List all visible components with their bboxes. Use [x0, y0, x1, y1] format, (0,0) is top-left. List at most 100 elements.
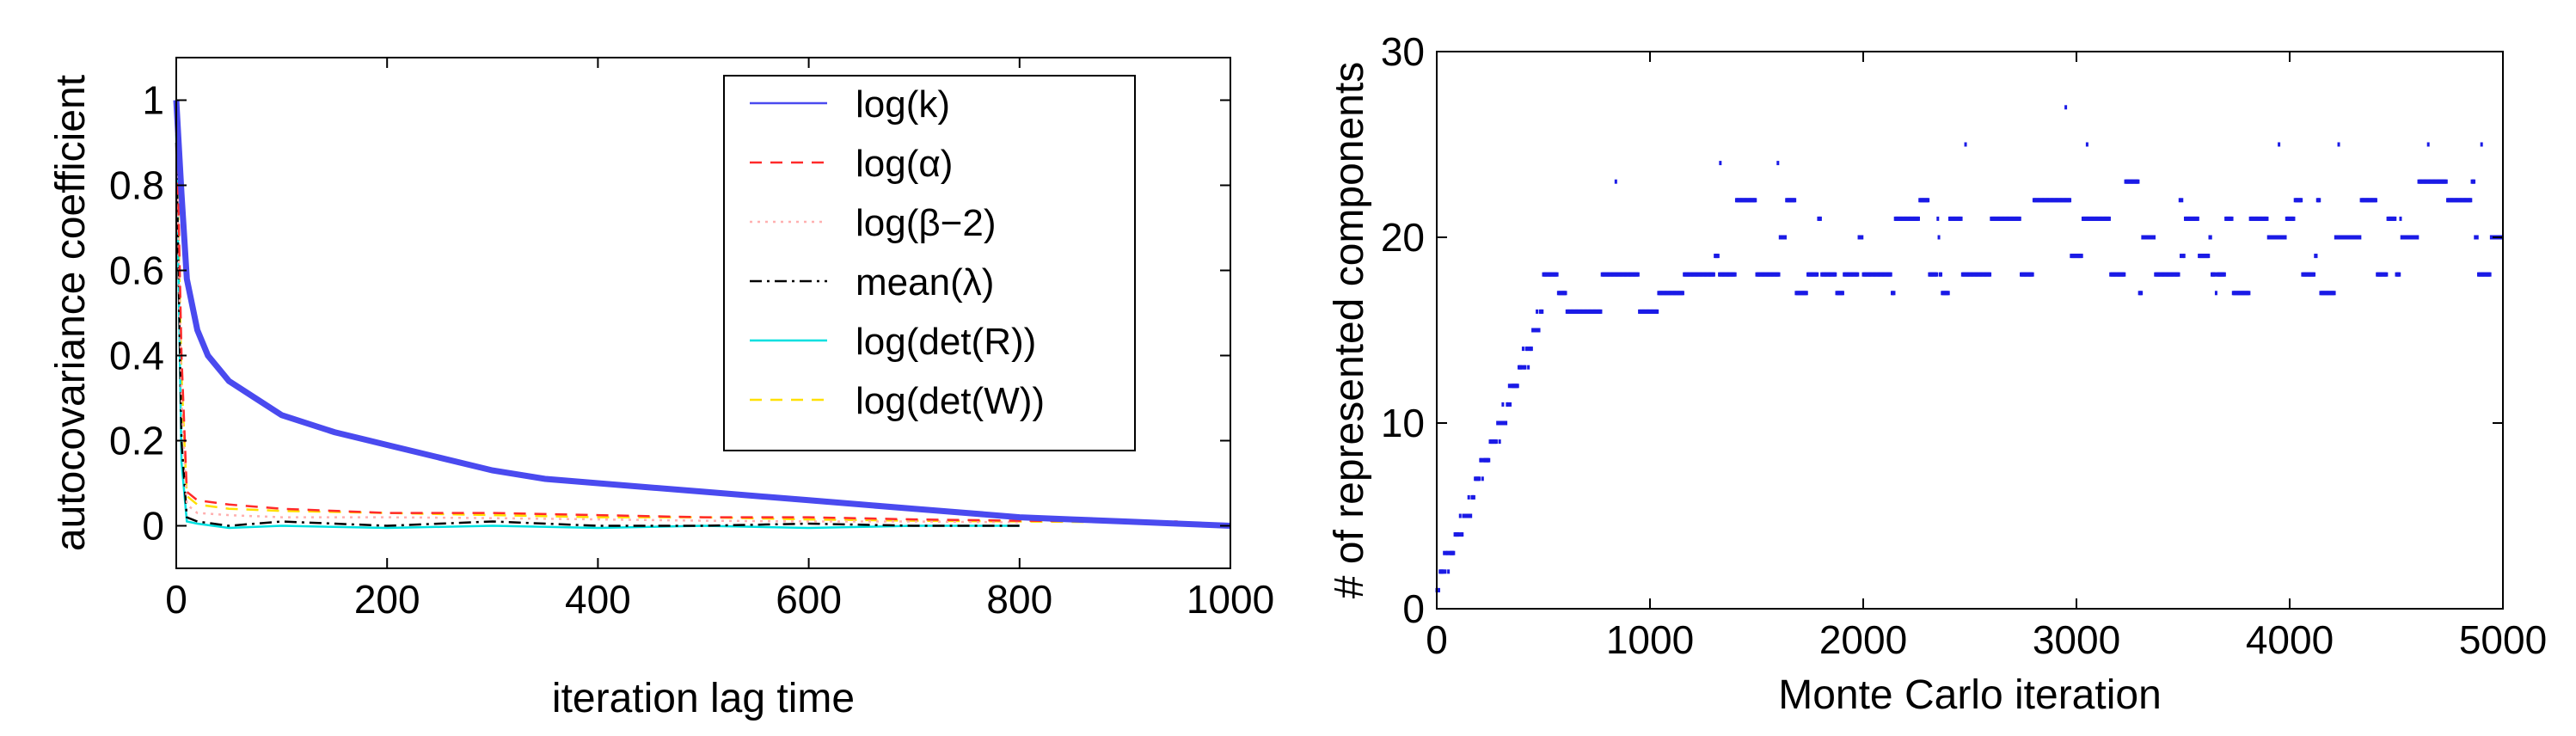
scatter-point	[1936, 216, 1940, 221]
left-y-tick-label: 1	[142, 78, 164, 123]
scatter-point	[1555, 272, 1559, 277]
left-x-tick-label: 1000	[1187, 577, 1274, 622]
scatter-point	[2358, 235, 2362, 240]
scatter-point	[2140, 291, 2144, 296]
right-y-tick-label: 20	[1381, 215, 1425, 260]
scatter-point	[2333, 291, 2336, 296]
series-line-4	[175, 134, 1020, 530]
right-x-tick-label: 1000	[1606, 617, 1694, 662]
left-y-tick-label: 0.2	[109, 419, 164, 463]
legend: log(k) log(α) log(β−2) mean(λ) log(det(R)) lo…	[723, 75, 1136, 451]
legend-label-2: log(β−2)	[856, 202, 997, 244]
left-y-axis-label: autocovariance coefficient	[48, 75, 94, 551]
legend-label-3: mean(λ)	[856, 261, 994, 304]
scatter-point	[2248, 291, 2251, 296]
left-x-tick-label: 200	[354, 577, 420, 622]
scatter-point	[2374, 198, 2377, 203]
scatter-point	[1458, 513, 1462, 518]
legend-box	[723, 75, 1136, 451]
scatter-point	[2488, 272, 2492, 277]
scatter-point	[2196, 216, 2199, 221]
series-line-3	[175, 142, 1020, 527]
scatter-point	[2469, 198, 2473, 203]
left-ticks: 0 200 400 600 800 1000 0 0.2 0.4 0.6 0.8 1	[109, 58, 1274, 622]
scatter-point	[1507, 383, 1511, 389]
scatter-point	[1487, 457, 1491, 463]
scatter-point	[2018, 216, 2021, 221]
left-x-tick-label: 0	[165, 577, 187, 622]
scatter-point	[1534, 328, 1537, 333]
scatter-point	[1841, 291, 1844, 296]
scatter-point	[1469, 513, 1473, 518]
scatter-point	[1947, 291, 1950, 296]
left-y-tick-label: 0.8	[109, 163, 164, 208]
scatter-point-outlier	[1964, 142, 1967, 147]
scatter-point	[2284, 235, 2287, 240]
scatter-point	[2399, 216, 2402, 221]
scatter-point	[2300, 198, 2303, 203]
scatter-point	[2080, 254, 2083, 259]
right-axes-frame	[1436, 51, 2504, 610]
legend-label-0: log(k)	[856, 83, 950, 126]
scatter-point	[1505, 420, 1508, 426]
scatter-point	[2385, 272, 2389, 277]
scatter-point	[1937, 235, 1941, 240]
scatter-point	[2230, 216, 2234, 221]
scatter-point	[2182, 254, 2186, 259]
scatter-point	[1856, 272, 1860, 277]
scatter-point	[1892, 291, 1896, 296]
scatter-point	[1444, 569, 1447, 574]
scatter-point	[1447, 569, 1451, 574]
scatter-point	[1537, 328, 1541, 333]
scatter-point	[1989, 272, 1992, 277]
scatter-point	[1437, 587, 1440, 592]
scatter-point	[1834, 272, 1837, 277]
scatter-point	[1521, 347, 1524, 352]
scatter-point	[1480, 457, 1483, 463]
left-x-tick-label: 400	[565, 577, 631, 622]
series-line-2	[175, 121, 1020, 524]
scatter-point	[1564, 291, 1567, 296]
scatter-point	[2416, 235, 2420, 240]
scatter-point	[2178, 198, 2181, 203]
scatter-point	[1754, 198, 1757, 203]
left-series-lines	[173, 100, 1231, 530]
scatter-point	[1520, 365, 1524, 370]
scatter-point	[1524, 365, 1527, 370]
scatter-point	[1472, 494, 1475, 500]
scatter-point	[2107, 216, 2111, 221]
scatter-point	[1819, 216, 1822, 221]
right-x-tick-label: 3000	[2033, 617, 2120, 662]
right-y-tick-label: 0	[1402, 586, 1425, 631]
scatter-point	[2153, 235, 2156, 240]
scatter-point	[1536, 309, 1539, 314]
scatter-point	[2180, 198, 2184, 203]
scatter-point	[1501, 402, 1505, 407]
scatter-point	[1656, 309, 1659, 314]
series-line-1	[175, 100, 1178, 523]
scatter-point	[1935, 272, 1939, 277]
scatter-point	[1733, 272, 1737, 277]
legend-label-1: log(α)	[856, 143, 953, 185]
scatter-point	[1816, 272, 1819, 277]
scatter-point	[2207, 254, 2211, 259]
legend-label-5: log(det(W))	[856, 380, 1045, 422]
scatter-point	[1452, 550, 1456, 555]
scatter-point	[1441, 569, 1444, 574]
left-y-tick-label: 0.6	[109, 248, 164, 293]
left-y-tick-label: 0.4	[109, 334, 164, 378]
scatter-point	[1712, 272, 1715, 277]
scatter-point-outlier	[2278, 142, 2281, 147]
scatter-point	[1527, 365, 1530, 370]
scatter-point	[2214, 291, 2217, 296]
scatter-point	[1516, 383, 1519, 389]
scatter-point	[1457, 532, 1461, 537]
scatter-point	[2394, 216, 2397, 221]
right-x-tick-label: 5000	[2459, 617, 2547, 662]
scatter-point	[2315, 254, 2318, 259]
right-y-tick-label: 10	[1381, 401, 1425, 445]
scatter-point	[1541, 309, 1544, 314]
scatter-point	[1498, 439, 1501, 445]
scatter-point	[2137, 179, 2140, 184]
